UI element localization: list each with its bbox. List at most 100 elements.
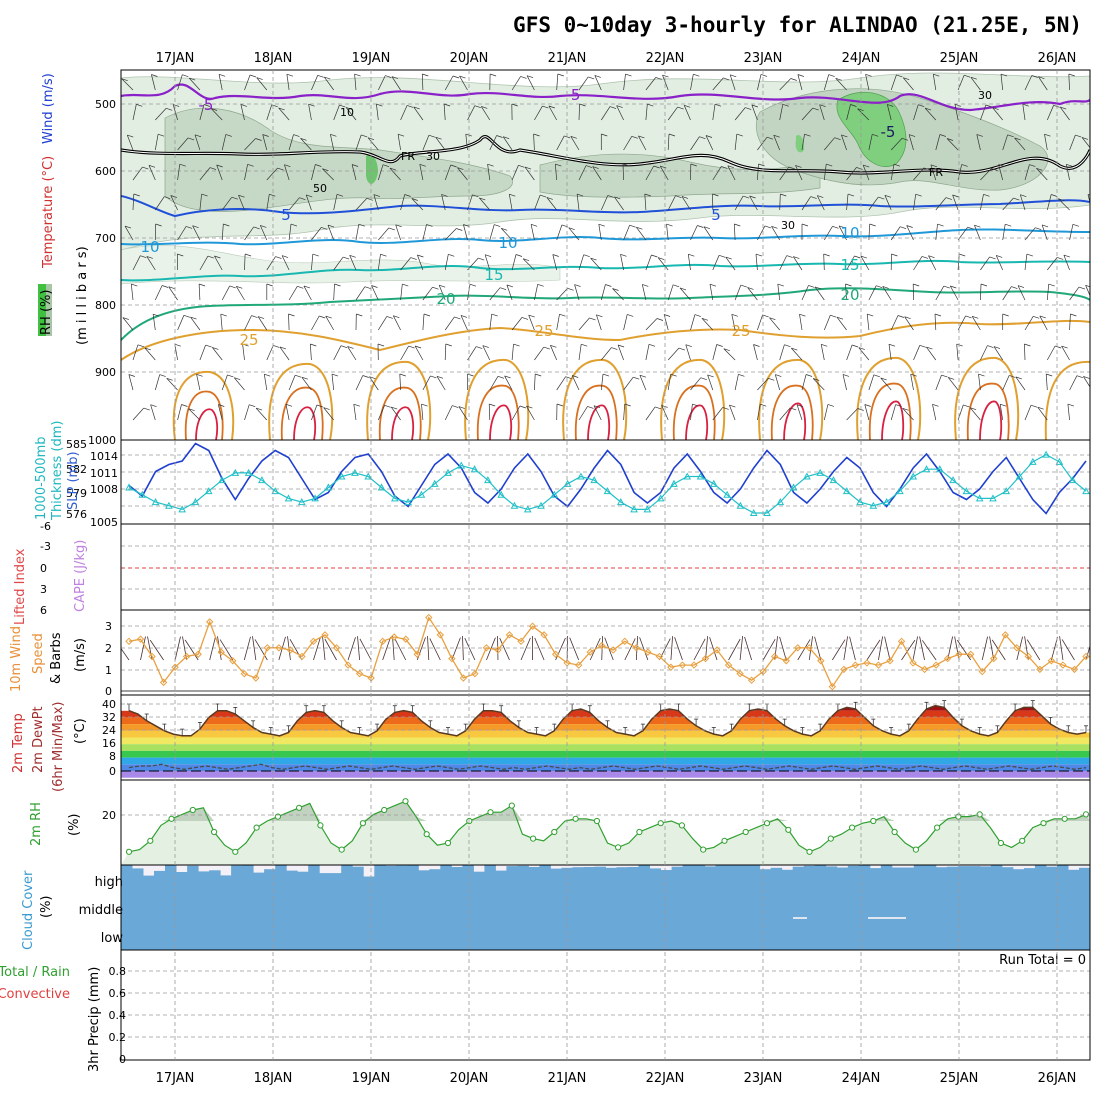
rh-marker [976, 811, 983, 818]
wind-barb-flag [306, 194, 313, 198]
wind-barb-flag [675, 195, 682, 199]
cloud-unit-label: (%) [39, 896, 54, 919]
contour-plus25-group [121, 319, 1090, 440]
wind-barb-flag [1081, 137, 1089, 140]
wind-barb [489, 314, 493, 331]
wind-barb-flag [596, 314, 603, 318]
precip-axis: 0.8 0.6 0.4 0.2 0 [109, 965, 127, 1066]
wind-barb [126, 134, 134, 151]
wind-barb-flag [607, 195, 614, 198]
cloud-high-bar [539, 865, 551, 893]
thickness-marker [1015, 472, 1024, 480]
rh-fill-above-20 [121, 801, 1090, 821]
wind-barb-flag [736, 133, 743, 137]
wind-barb [511, 76, 521, 91]
thickness-marker [842, 487, 851, 495]
wind-barb [890, 138, 903, 151]
rh-line [128, 800, 1087, 853]
wind-barb-flag [796, 404, 804, 408]
wind-barb [773, 135, 781, 151]
wind-barb-flag [373, 194, 381, 197]
wind-barb [639, 637, 649, 661]
wind-barb-flag [694, 314, 702, 317]
contour-labels: -5 -5 -5 FR FR 5 5 10 10 10 15 15 20 20 … [140, 86, 992, 349]
wind-barb [791, 347, 803, 361]
freezing-level-inner [121, 136, 1090, 174]
wind-barb-flag [904, 316, 911, 320]
cloud-high-bar [264, 869, 276, 893]
wind-barb-flag [723, 77, 730, 81]
cloud-high-bar [715, 865, 728, 893]
cloud-high-bar [968, 866, 981, 893]
wind-barb [467, 284, 471, 301]
wind-barb-flag [285, 403, 293, 407]
cloud-high-bar [913, 865, 926, 893]
wind-barb-flag [620, 253, 627, 257]
wind-barb [556, 224, 563, 241]
thickness-marker [231, 468, 240, 476]
wind-barb [458, 406, 468, 421]
cloud-high-bar [660, 870, 673, 893]
thickness-axis-label: 1000-500mb [34, 436, 49, 520]
wind-barb-flag [481, 106, 488, 109]
temp-tick: 16 [102, 737, 116, 750]
rh-marker [338, 846, 345, 853]
wind-barb-flag [865, 73, 872, 77]
wind-barb-flag [784, 344, 791, 348]
wind-barb-flag [511, 103, 518, 107]
wind-barb [1024, 316, 1034, 331]
wind-barb [400, 257, 411, 271]
wind-barb-flag [814, 286, 822, 290]
wind-barb-flag [496, 135, 503, 138]
wind-barb [1024, 254, 1028, 271]
cloud-high-bar [319, 873, 331, 893]
wind-barb-flag [414, 345, 422, 349]
wind-barb [617, 344, 624, 361]
wind-barb-flag [1091, 104, 1097, 106]
wind-barb [554, 164, 558, 181]
cloud-high-bar [1012, 869, 1025, 893]
wind-barb-flag [244, 253, 252, 257]
temp-tick: 8 [109, 750, 116, 763]
wind-barb [422, 286, 433, 301]
wind-barb [779, 193, 781, 211]
thickness-marker [962, 487, 971, 495]
wind-speed-marker [125, 637, 133, 646]
date-label: 22JAN [646, 1071, 685, 1086]
wind-barb [866, 314, 870, 331]
wind-barb-flag [969, 407, 977, 411]
wind-barb-flag [210, 108, 218, 111]
wind-barb [278, 107, 290, 121]
thickness-marker [975, 494, 984, 502]
wind-barb-flag [813, 378, 820, 381]
wind-barb [323, 407, 334, 421]
wind-barb-flag [601, 133, 608, 137]
rh-marker [487, 809, 494, 816]
wind-barb-flag [797, 74, 805, 77]
wind-barb-flag [509, 193, 516, 197]
thickness-marker [1082, 487, 1090, 495]
rh-marker [1040, 820, 1047, 827]
wind-barb-flag [275, 256, 282, 259]
cloud-high-bar [594, 866, 606, 893]
cloud-high-bar [979, 866, 992, 893]
li-tick: 6 [40, 604, 47, 617]
wind-barb [300, 138, 312, 151]
wind-barb-flag [1039, 315, 1046, 319]
wind-barb-flag [805, 374, 813, 377]
wind-barb-flag [127, 134, 134, 138]
wind-speed-marker [448, 654, 456, 663]
wind-barb-flag [627, 314, 634, 317]
wind-barb-flag [377, 343, 385, 347]
wind-barb [956, 344, 959, 361]
wind-barb [670, 636, 673, 661]
wind-barb-flag [893, 163, 901, 167]
wind-barb-flag [463, 224, 470, 227]
wind-barb [438, 285, 446, 301]
wind-speed-marker [332, 644, 341, 652]
wind-barbs-upper [121, 73, 1097, 421]
wind-speed-marker [851, 661, 860, 669]
wind-barb-flag [1048, 283, 1055, 287]
wind-barb [779, 104, 784, 121]
